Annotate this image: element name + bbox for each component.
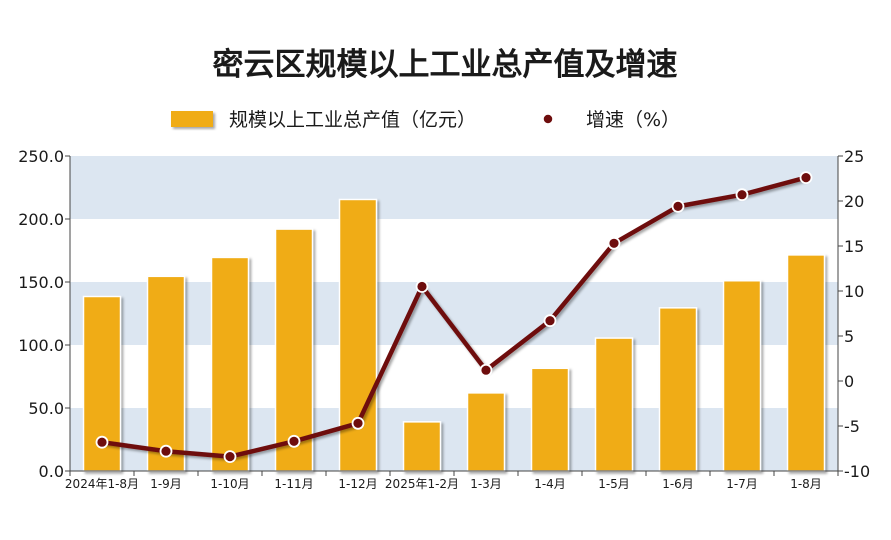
line-series: [95, 171, 813, 464]
bar-7: [530, 367, 570, 472]
line-point-8: [607, 236, 621, 250]
line-point-9: [671, 199, 685, 213]
bar-11: [786, 254, 826, 472]
legend-line-marker: [542, 113, 554, 125]
band-0: [70, 408, 838, 471]
bar-6: [466, 392, 506, 472]
left-tick-label-4: 200.0: [18, 210, 64, 229]
line-point-7: [543, 314, 557, 328]
x-tick-label-2: 1-10月: [210, 477, 249, 491]
left-axis-ticks: 0.0 50.0 100.0 150.0 200.0 250.0: [18, 147, 70, 481]
legend-bar-label: 规模以上工业总产值（亿元）: [229, 109, 476, 131]
line-point-2: [223, 450, 237, 464]
line-point-3: [287, 434, 301, 448]
bar-4: [338, 198, 378, 472]
x-tick-label-9: 1-6月: [662, 477, 694, 491]
left-tick-label-3: 150.0: [18, 273, 64, 292]
line-point-6: [479, 363, 493, 377]
left-tick-label-0: 0.0: [39, 462, 64, 481]
x-tick-label-11: 1-8月: [790, 477, 822, 491]
bar-series: [82, 198, 826, 472]
left-tick-label-5: 250.0: [18, 147, 64, 166]
line-point-5: [415, 280, 429, 293]
legend-line-label: 增速（%）: [586, 109, 680, 131]
right-tick-label-7: 25: [844, 147, 864, 166]
line-point-4: [351, 416, 365, 430]
left-tick-label-2: 100.0: [18, 336, 64, 355]
x-tick-label-10: 1-7月: [726, 477, 758, 491]
band-4: [70, 156, 838, 219]
legend: 规模以上工业总产值（亿元） 增速（%）: [171, 109, 680, 131]
x-tick-label-1: 1-9月: [150, 477, 182, 491]
bar-3: [274, 228, 314, 472]
x-tick-label-7: 1-4月: [534, 477, 566, 491]
left-tick-label-1: 50.0: [28, 399, 64, 418]
right-axis-ticks: -10 -5 0 5 10 15 20 25: [838, 147, 870, 481]
right-tick-label-6: 20: [844, 192, 864, 211]
right-tick-label-0: -10: [844, 462, 870, 481]
right-tick-label-2: 0: [844, 372, 854, 391]
background-bands: [70, 156, 838, 471]
chart-title: 密云区规模以上工业总产值及增速: [213, 47, 678, 83]
line-point-11: [799, 171, 813, 185]
band-1: [70, 345, 838, 408]
bar-9: [658, 307, 698, 472]
x-tick-label-0: 2024年1-8月: [65, 477, 139, 491]
right-tick-label-4: 10: [844, 282, 864, 301]
bar-1: [146, 275, 186, 472]
right-tick-label-1: -5: [844, 417, 860, 436]
band-3: [70, 219, 838, 282]
bar-10: [722, 279, 762, 472]
x-tick-label-4: 1-12月: [338, 477, 377, 491]
band-2: [70, 282, 838, 345]
legend-bar-swatch: [171, 111, 213, 127]
line-point-0: [95, 435, 109, 449]
right-tick-label-5: 15: [844, 237, 864, 256]
x-tick-label-8: 1-5月: [598, 477, 630, 491]
x-tick-label-6: 1-3月: [470, 477, 502, 491]
x-axis-ticks: 2024年1-8月 1-9月 1-10月 1-11月 1-12月 2025年1-2月 1-3…: [65, 471, 839, 491]
x-tick-label-3: 1-11月: [274, 477, 313, 491]
x-tick-label-5: 2025年1-2月: [385, 477, 459, 491]
bar-8: [594, 337, 634, 472]
bar-2: [210, 256, 250, 472]
line-point-1: [159, 444, 173, 458]
bar-5: [402, 421, 442, 472]
growth-line: [101, 175, 807, 459]
line-point-10: [735, 188, 749, 202]
right-tick-label-3: 5: [844, 327, 854, 346]
